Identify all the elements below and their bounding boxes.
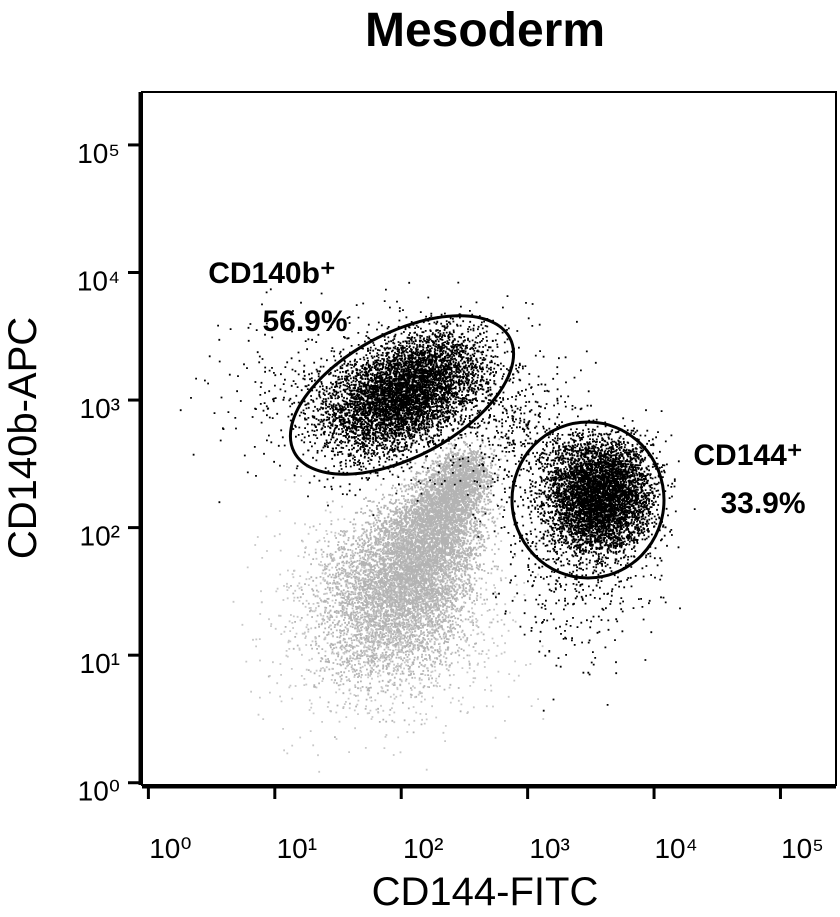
x-tick-label: 10¹ [277, 833, 317, 864]
x-axis-label: CD144-FITC [372, 870, 599, 914]
y-tick-label: 10⁴ [77, 265, 120, 296]
event-cloud [429, 347, 597, 537]
x-tick-label: 10³ [529, 833, 569, 864]
event-cloud [267, 435, 507, 738]
gate-ellipse [510, 420, 666, 580]
x-tick-label: 10⁵ [781, 833, 824, 864]
event-dots [179, 281, 696, 773]
event-cloud [179, 281, 614, 517]
y-tick-label: 10³ [80, 393, 120, 424]
x-tick-label: 10⁴ [654, 833, 697, 864]
event-cloud [477, 376, 696, 712]
gate-name: CD140b⁺ [208, 257, 336, 290]
y-tick-label: 10⁵ [77, 138, 120, 169]
y-tick-label: 10⁰ [78, 776, 120, 807]
gate-percent: 33.9% [720, 487, 805, 520]
y-axis-label: CD140b-APC [1, 317, 45, 559]
gate-percent: 56.9% [262, 305, 347, 338]
x-tick-label: 10² [403, 833, 443, 864]
chart-title: Mesoderm [365, 4, 605, 57]
plot-frame [141, 91, 837, 786]
event-cloud [521, 410, 680, 581]
x-tick-label: 10⁰ [149, 833, 191, 864]
y-tick-label: 10¹ [80, 648, 120, 679]
event-cloud [292, 281, 524, 486]
gate-name: CD144⁺ [693, 439, 802, 472]
gate-ellipse [288, 314, 516, 476]
y-tick-label: 10² [80, 521, 120, 552]
